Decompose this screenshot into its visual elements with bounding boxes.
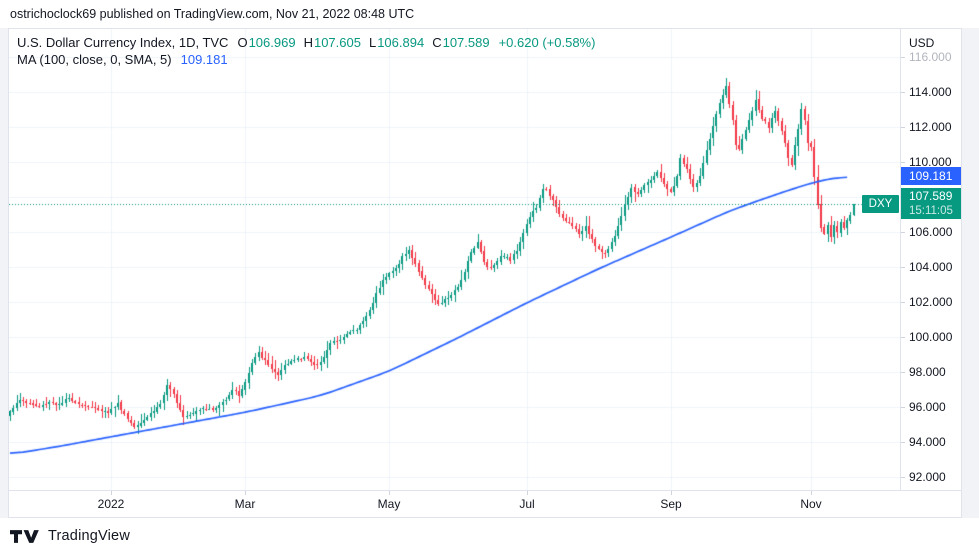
time-axis-tick bbox=[111, 491, 112, 495]
footer: TradingView bbox=[0, 518, 979, 555]
price-axis-tick bbox=[901, 162, 905, 163]
time-axis-tick bbox=[389, 491, 390, 495]
price-axis-tick bbox=[901, 477, 905, 478]
bar-countdown: 15:11:05 bbox=[909, 205, 953, 217]
price-axis-tick bbox=[901, 232, 905, 233]
price-axis-label: 98.000 bbox=[909, 365, 946, 379]
time-axis-tick bbox=[527, 491, 528, 495]
ma-value-badge: 109.181 bbox=[901, 167, 961, 185]
price-axis-tick bbox=[901, 302, 905, 303]
time-axis-tick bbox=[245, 491, 246, 495]
price-axis-label: 94.000 bbox=[909, 435, 946, 449]
price-axis-tick bbox=[901, 442, 905, 443]
time-axis-label: 2022 bbox=[97, 497, 125, 511]
brand-name[interactable]: TradingView bbox=[48, 528, 130, 544]
price-axis-label: 92.000 bbox=[909, 470, 946, 484]
candlestick-chart-canvas[interactable] bbox=[9, 29, 900, 490]
price-axis-label: 100.000 bbox=[909, 330, 953, 344]
time-axis-tick bbox=[811, 491, 812, 495]
price-axis-label: 116.000 bbox=[909, 50, 952, 64]
price-axis-tick bbox=[901, 407, 905, 408]
time-axis[interactable]: 2022 Mar May Jul Sep Nov bbox=[9, 490, 961, 517]
price-axis-tick bbox=[901, 337, 905, 338]
tradingview-logo-icon[interactable] bbox=[10, 529, 41, 544]
publish-bar: ostrichoclock69 published on TradingView… bbox=[0, 0, 979, 28]
price-axis-label: 104.000 bbox=[909, 260, 953, 274]
symbol-description[interactable]: U.S. Dollar Currency Index, 1D, TVC bbox=[17, 35, 229, 50]
price-axis-tick bbox=[901, 267, 905, 268]
price-axis-label: 110.000 bbox=[909, 155, 952, 169]
publish-line: ostrichoclock69 published on TradingView… bbox=[10, 7, 415, 21]
ma-indicator-label[interactable]: MA (100, close, 0, SMA, 5) bbox=[17, 52, 172, 67]
last-price-value: 107.589 bbox=[909, 189, 953, 203]
price-axis-tick bbox=[901, 57, 905, 58]
price-axis-label: 102.000 bbox=[909, 295, 953, 309]
brand-row: TradingView bbox=[10, 528, 130, 544]
price-axis-label: 106.000 bbox=[909, 225, 953, 239]
time-axis-label: May bbox=[377, 497, 401, 511]
time-axis-label: Nov bbox=[800, 497, 822, 511]
price-axis-tick bbox=[901, 372, 905, 373]
price-axis-tick bbox=[901, 127, 905, 128]
price-axis-label: 114.000 bbox=[909, 85, 952, 99]
price-pane: U.S. Dollar Currency Index, 1D, TVC O106… bbox=[9, 29, 900, 490]
chart-container: U.S. Dollar Currency Index, 1D, TVC O106… bbox=[8, 28, 962, 518]
time-axis-label: Mar bbox=[234, 497, 256, 511]
time-axis-tick bbox=[671, 491, 672, 495]
price-axis-label: 112.000 bbox=[909, 120, 952, 134]
price-axis-label: 96.000 bbox=[909, 400, 946, 414]
price-line-symbol-badge: DXY bbox=[862, 195, 899, 213]
time-axis-label: Sep bbox=[660, 497, 682, 511]
currency-label: USD bbox=[909, 35, 938, 51]
last-price-badge: 107.589 15:11:05 bbox=[901, 188, 961, 219]
price-axis-tick bbox=[901, 92, 905, 93]
price-axis[interactable]: USD 109.181 107.589 15:11:05 116.000 114.… bbox=[900, 29, 961, 490]
time-axis-label: Jul bbox=[519, 497, 535, 511]
